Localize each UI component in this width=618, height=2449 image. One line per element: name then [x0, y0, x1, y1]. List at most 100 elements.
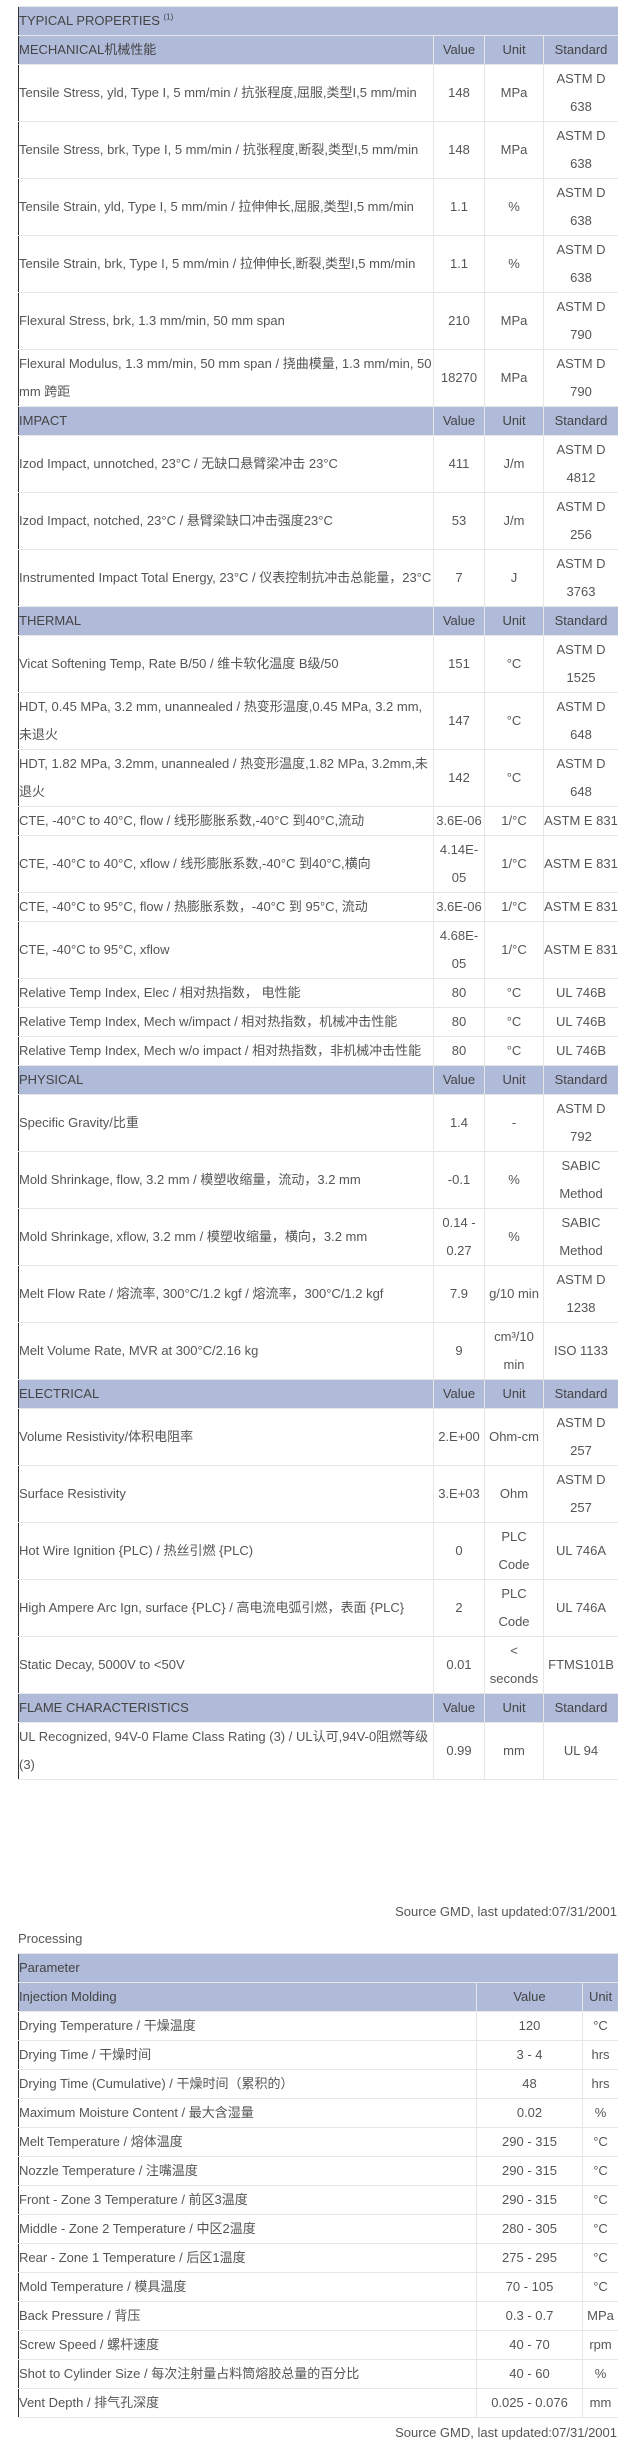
parameter-value: 0.02 [476, 2098, 583, 2128]
value-header: Value [476, 1982, 583, 2012]
property-name: Mold Shrinkage, flow, 3.2 mm / 模塑收缩量，流动，… [18, 1151, 434, 1209]
processing-table: Parameter Injection Molding Value Unit D… [18, 1953, 618, 2418]
parameter-value: 0.3 - 0.7 [476, 2301, 583, 2331]
table-row: Tensile Strain, yld, Type I, 5 mm/min / … [18, 178, 618, 236]
property-value: 4.68E-05 [433, 921, 485, 979]
typical-properties-table: TYPICAL PROPERTIES (1) MECHANICAL机械性能 Val… [18, 6, 618, 1780]
table-row: Relative Temp Index, Mech w/impact / 相对热… [18, 1007, 618, 1037]
property-value: 53 [433, 492, 485, 550]
parameter-name: Drying Time / 干燥时间 [18, 2040, 477, 2070]
property-name: Hot Wire Ignition {PLC) / 热丝引燃 {PLC) [18, 1522, 434, 1580]
table-row: Vicat Softening Temp, Rate B/50 / 维卡软化温度… [18, 635, 618, 693]
parameter-header: Parameter [18, 1953, 618, 1983]
processing-source-note: Source GMD, last updated:07/31/2001 [395, 2425, 617, 2440]
parameter-unit: °C [581, 2243, 618, 2273]
property-value: 2 [433, 1579, 485, 1637]
property-unit: °C [484, 1007, 544, 1037]
table-row: Izod Impact, unnotched, 23°C / 无缺口悬臂梁冲击 … [18, 435, 618, 493]
property-name: Tensile Stress, brk, Type I, 5 mm/min / … [18, 121, 434, 179]
property-name: Flexural Modulus, 1.3 mm/min, 50 mm span… [18, 349, 434, 407]
group-header: Injection Molding [18, 1982, 477, 2012]
property-standard: UL 746A [542, 1579, 618, 1637]
property-value: 2.E+00 [433, 1408, 485, 1466]
property-value: 1.4 [433, 1094, 485, 1152]
property-name: Static Decay, 5000V to <50V [18, 1636, 434, 1694]
property-unit: J/m [484, 492, 544, 550]
parameter-unit: MPa [581, 2301, 618, 2331]
unit-header: Unit [581, 1982, 618, 2012]
property-value: 3.6E-06 [433, 806, 485, 836]
section-title: FLAME CHARACTERISTICS [18, 1693, 434, 1723]
source-note: Source GMD, last updated:07/31/2001 [395, 1904, 617, 1919]
table-row: CTE, -40°C to 40°C, xflow / 线形膨胀系数,-40°C… [18, 835, 618, 893]
property-unit: °C [484, 978, 544, 1008]
property-standard: ASTM E 831 [542, 806, 618, 836]
section-header-row: PHYSICAL Value Unit Standard [18, 1065, 618, 1095]
value-header: Value [433, 1379, 485, 1409]
property-unit: 1/°C [484, 921, 544, 979]
section-title: PHYSICAL [18, 1065, 434, 1095]
table-row: Nozzle Temperature / 注嘴温度 290 - 315 °C [18, 2156, 618, 2186]
property-standard: ASTM D 648 [542, 692, 618, 750]
property-value: 80 [433, 1036, 485, 1066]
property-unit: MPa [484, 64, 544, 122]
table-row: CTE, -40°C to 95°C, xflow 4.68E-05 1/°C AST… [18, 921, 618, 979]
property-unit: % [484, 178, 544, 236]
property-unit: PLC Code [484, 1522, 544, 1580]
table-row: Instrumented Impact Total Energy, 23°C /… [18, 549, 618, 607]
table-row: Volume Resistivity/体积电阻率 2.E+00 Ohm-cm ASTM… [18, 1408, 618, 1466]
property-unit: 1/°C [484, 892, 544, 922]
property-standard: FTMS101B [542, 1636, 618, 1694]
table-row: Drying Time (Cumulative) / 干燥时间（累积的） 48 hr… [18, 2069, 618, 2099]
parameter-value: 280 - 305 [476, 2214, 583, 2244]
table-row: Drying Temperature / 干燥温度 120 °C [18, 2011, 618, 2041]
parameter-value: 3 - 4 [476, 2040, 583, 2070]
section-title: IMPACT [18, 406, 434, 436]
value-header: Value [433, 1693, 485, 1723]
standard-header: Standard [542, 1693, 618, 1723]
table-row: Tensile Stress, yld, Type I, 5 mm/min / … [18, 64, 618, 122]
parameter-value: 120 [476, 2011, 583, 2041]
property-name: Relative Temp Index, Mech w/impact / 相对热… [18, 1007, 434, 1037]
parameter-unit: °C [581, 2156, 618, 2186]
property-value: 148 [433, 121, 485, 179]
property-name: Vicat Softening Temp, Rate B/50 / 维卡软化温度… [18, 635, 434, 693]
table-row: Relative Temp Index, Elec / 相对热指数， 电性能 80… [18, 978, 618, 1008]
parameter-name: Rear - Zone 1 Temperature / 后区1温度 [18, 2243, 477, 2273]
property-name: Surface Resistivity [18, 1465, 434, 1523]
property-unit: < seconds [484, 1636, 544, 1694]
table-row: Screw Speed / 螺杆速度 40 - 70 rpm [18, 2330, 618, 2360]
property-unit: Ohm [484, 1465, 544, 1523]
section-title: MECHANICAL机械性能 [18, 35, 434, 65]
table-row: Tensile Strain, brk, Type I, 5 mm/min / … [18, 235, 618, 293]
table-row: Mold Temperature / 模具温度 70 - 105 °C [18, 2272, 618, 2302]
property-standard: ASTM D 257 [542, 1465, 618, 1523]
table-row: CTE, -40°C to 40°C, flow / 线形膨胀系数,-40°C … [18, 806, 618, 836]
property-value: 1.1 [433, 178, 485, 236]
property-unit: J/m [484, 435, 544, 493]
property-name: Specific Gravity/比重 [18, 1094, 434, 1152]
property-standard: UL 746B [542, 1007, 618, 1037]
table-row: Melt Temperature / 熔体温度 290 - 315 °C [18, 2127, 618, 2157]
table-row: Tensile Stress, brk, Type I, 5 mm/min / … [18, 121, 618, 179]
value-header: Value [433, 606, 485, 636]
table-row: Surface Resistivity 3.E+03 Ohm ASTM D 257 [18, 1465, 618, 1523]
property-standard: ASTM D 256 [542, 492, 618, 550]
property-name: Volume Resistivity/体积电阻率 [18, 1408, 434, 1466]
standard-header: Standard [542, 1065, 618, 1095]
property-value: 0.99 [433, 1722, 485, 1780]
property-name: Relative Temp Index, Elec / 相对热指数， 电性能 [18, 978, 434, 1008]
property-standard: SABIC Method [542, 1208, 618, 1266]
property-name: CTE, -40°C to 95°C, flow / 热膨胀系数，-40°C 到… [18, 892, 434, 922]
table-row: Mold Shrinkage, xflow, 3.2 mm / 模塑收缩量，横向… [18, 1208, 618, 1266]
property-unit: cm³/10 min [484, 1322, 544, 1380]
property-unit: % [484, 1208, 544, 1266]
property-unit: - [484, 1094, 544, 1152]
table-row: Flexural Stress, brk, 1.3 mm/min, 50 mm … [18, 292, 618, 350]
property-value: 1.1 [433, 235, 485, 293]
property-standard: ASTM D 648 [542, 749, 618, 807]
property-name: Melt Volume Rate, MVR at 300°C/2.16 kg [18, 1322, 434, 1380]
property-value: 4.14E-05 [433, 835, 485, 893]
parameter-name: Maximum Moisture Content / 最大含湿量 [18, 2098, 477, 2128]
parameter-name: Middle - Zone 2 Temperature / 中区2温度 [18, 2214, 477, 2244]
